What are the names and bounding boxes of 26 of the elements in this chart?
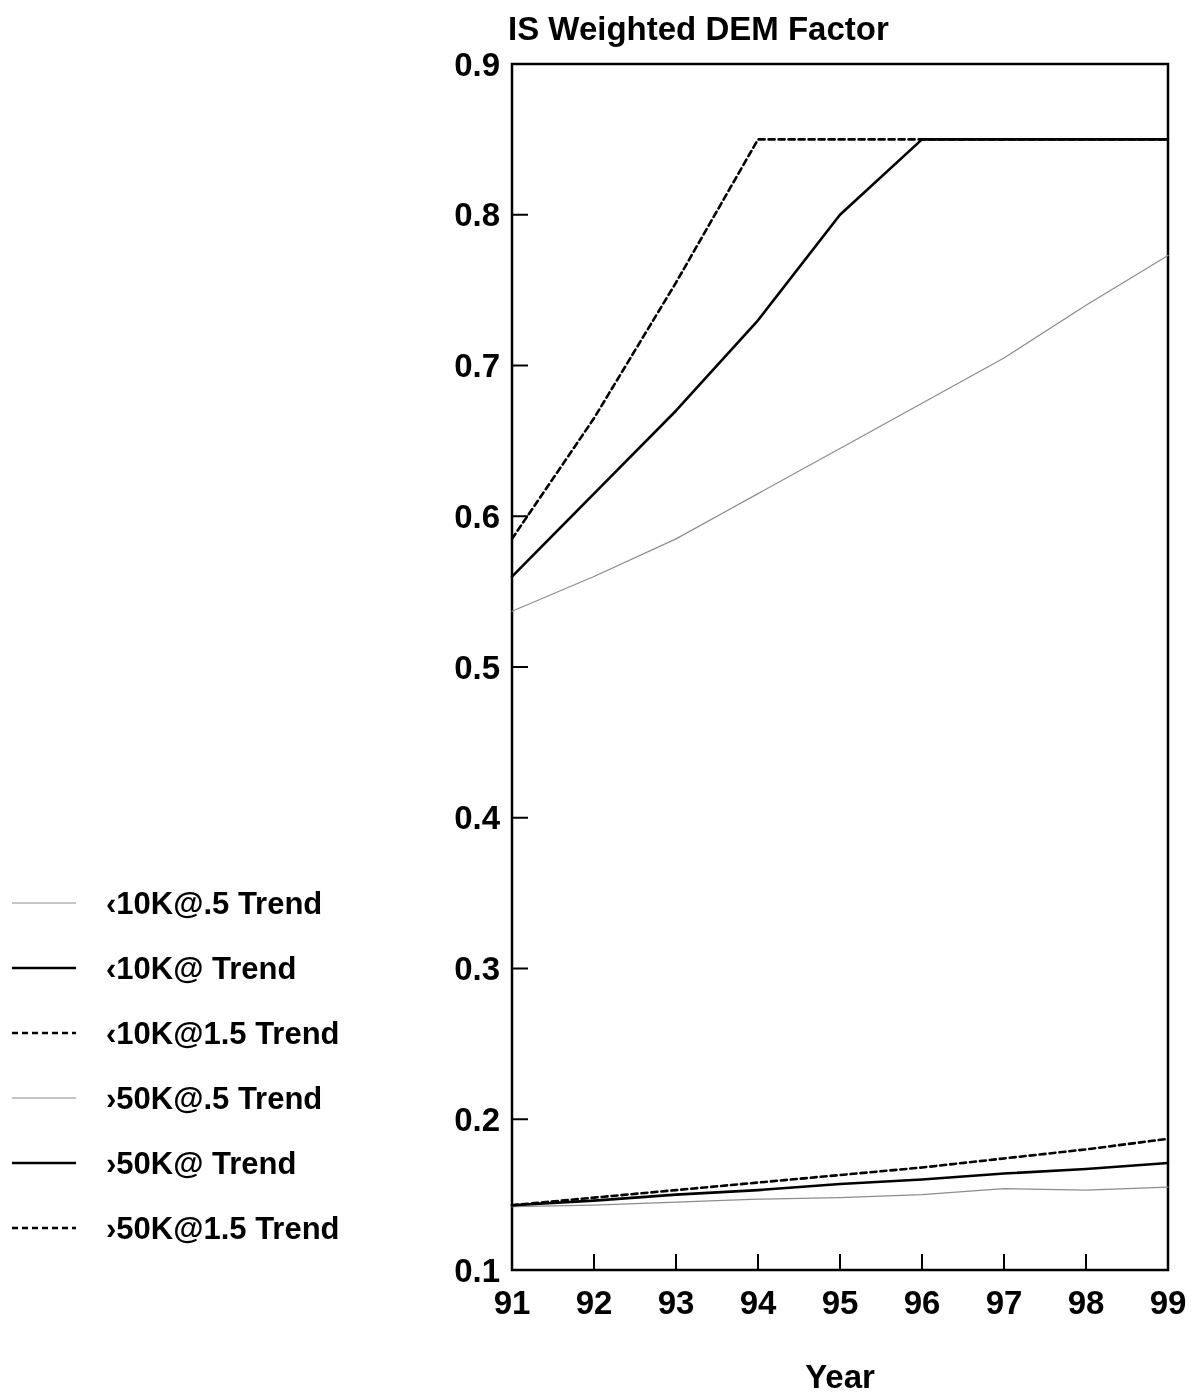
line-series [511, 254, 1169, 612]
y-tick-label: 0.8 [454, 196, 500, 234]
x-tick-label: 92 [575, 1284, 613, 1321]
y-tick-label: 0.4 [454, 799, 501, 837]
legend-label: ‹10K@ Trend [106, 950, 297, 986]
legend-label: ‹10K@1.5 Trend [106, 1015, 340, 1051]
x-tick-label: 99 [1149, 1284, 1187, 1321]
x-tick-label: 95 [821, 1284, 859, 1321]
legend-label: ›50K@ Trend [106, 1145, 297, 1181]
x-tick-label: 97 [985, 1284, 1023, 1321]
line-series [511, 1186, 1169, 1208]
x-tick-label: 96 [903, 1284, 941, 1321]
chart-title: IS Weighted DEM Factor [508, 10, 889, 47]
y-tick-label: 0.5 [454, 648, 500, 686]
legend-label: ›50K@1.5 Trend [106, 1210, 340, 1246]
y-tick-label: 0.3 [454, 950, 500, 987]
x-axis-title: Year [805, 1358, 876, 1395]
x-tick-label: 93 [657, 1284, 695, 1321]
legend-label: ›50K@.5 Trend [106, 1080, 323, 1116]
legend-label: ‹10K@.5 Trend [106, 885, 323, 921]
y-tick-label: 0.9 [454, 45, 500, 83]
y-tick-label: 0.6 [454, 497, 500, 535]
y-tick-label: 0.7 [454, 347, 500, 384]
y-tick-label: 0.2 [454, 1100, 500, 1138]
x-tick-label: 94 [739, 1284, 777, 1321]
x-tick-label: 98 [1067, 1284, 1105, 1321]
